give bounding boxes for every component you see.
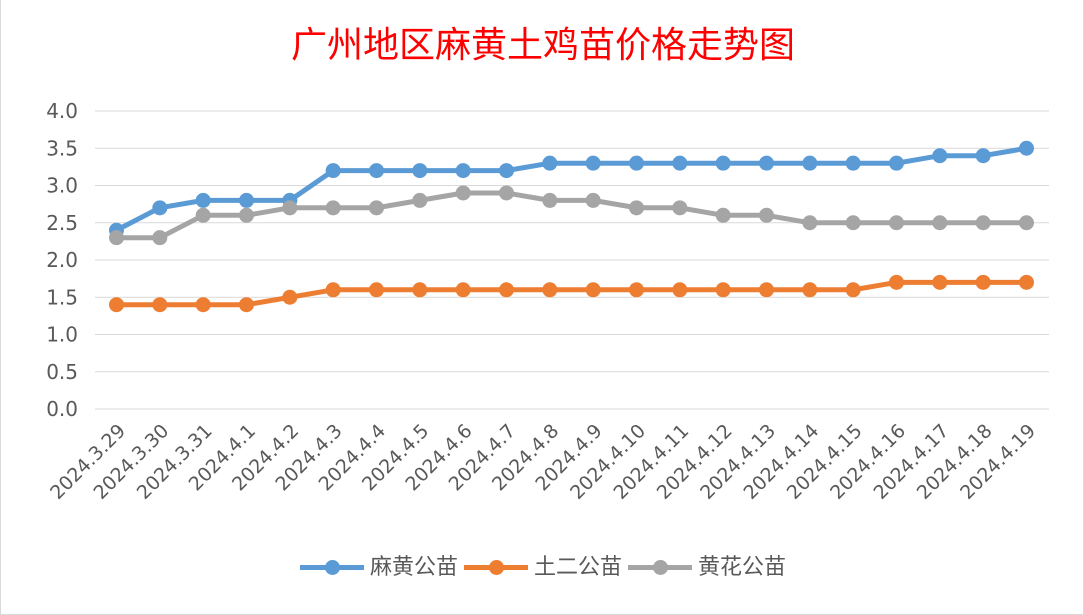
data-point: [585, 155, 601, 171]
legend-label: 土二公苗: [533, 555, 622, 580]
data-point: [629, 155, 644, 171]
data-point: [889, 155, 904, 171]
data-point: [845, 155, 861, 171]
data-point: [325, 282, 341, 298]
y-tick-label: 3.5: [46, 136, 78, 160]
data-point: [325, 200, 341, 216]
legend-swatch: [628, 556, 692, 580]
data-point: [715, 207, 731, 223]
y-tick-label: 1.0: [46, 323, 78, 347]
data-point: [369, 200, 384, 216]
data-point: [932, 274, 948, 290]
data-point: [845, 215, 861, 231]
data-point: [1019, 274, 1034, 290]
data-point: [672, 155, 688, 171]
series-line: [114, 190, 1029, 241]
legend-item: 麻黄公苗: [299, 554, 458, 582]
data-point: [542, 155, 558, 171]
data-point: [975, 274, 991, 290]
data-point: [759, 282, 774, 298]
data-point: [195, 297, 211, 313]
legend-marker: [488, 560, 504, 575]
y-tick-label: 0.5: [46, 360, 78, 384]
data-point: [1019, 140, 1034, 156]
data-point: [239, 297, 254, 313]
data-point: [455, 282, 471, 298]
data-point: [932, 215, 948, 231]
data-point: [889, 215, 904, 231]
legend-swatch: [299, 556, 364, 580]
y-tick-label: 2.0: [46, 248, 78, 272]
data-point: [109, 297, 124, 313]
data-point: [412, 192, 428, 208]
series-1: [109, 140, 1034, 238]
y-tick-label: 3.0: [46, 174, 78, 198]
legend-label: 麻黄公苗: [369, 555, 458, 580]
series-line: [114, 145, 1029, 233]
data-point: [499, 185, 514, 201]
data-point: [932, 148, 948, 164]
data-point: [412, 163, 428, 179]
data-point: [585, 282, 601, 298]
data-point: [369, 163, 384, 179]
data-point: [975, 215, 991, 231]
series-2: [109, 274, 1034, 313]
data-point: [499, 163, 514, 179]
data-point: [195, 207, 211, 223]
data-point: [325, 163, 341, 179]
data-point: [585, 192, 601, 208]
data-point: [802, 215, 818, 231]
legend-label: 黄花公苗: [698, 555, 787, 580]
data-point: [455, 163, 471, 179]
gridlines: [95, 110, 1049, 410]
legend-marker: [653, 560, 668, 575]
data-point: [629, 282, 644, 298]
data-point: [239, 192, 254, 208]
data-point: [412, 282, 428, 298]
legend-marker: [324, 560, 340, 575]
data-point: [889, 274, 904, 290]
data-point: [715, 155, 731, 171]
data-point: [195, 192, 211, 208]
data-point: [455, 185, 471, 201]
legend-swatch: [463, 556, 528, 580]
y-tick-label: 1.5: [46, 285, 78, 309]
data-point: [672, 200, 688, 216]
data-point: [152, 230, 168, 246]
data-point: [499, 282, 514, 298]
data-point: [152, 297, 168, 313]
series-line: [114, 279, 1029, 308]
data-point: [845, 282, 861, 298]
chart-title: 广州地区麻黄土鸡苗价格走势图: [290, 25, 795, 66]
data-point: [975, 148, 991, 164]
y-tick-label: 0.0: [46, 397, 78, 421]
data-point: [802, 282, 818, 298]
data-point: [542, 192, 558, 208]
data-point: [369, 282, 384, 298]
data-point: [542, 282, 558, 298]
y-tick-label: 2.5: [46, 211, 78, 235]
data-point: [1019, 215, 1034, 231]
data-point: [759, 207, 774, 223]
data-point: [282, 200, 298, 216]
data-point: [759, 155, 774, 171]
legend: 麻黄公苗 土二公苗 黄花公苗: [1, 552, 1084, 584]
data-point: [629, 200, 644, 216]
data-point: [802, 155, 818, 171]
data-point: [672, 282, 688, 298]
data-point: [109, 230, 124, 246]
legend-item: 黄花公苗: [628, 554, 786, 582]
data-point: [239, 207, 254, 223]
data-point: [715, 282, 731, 298]
data-point: [152, 200, 168, 216]
legend-item: 土二公苗: [463, 554, 622, 582]
series-3: [109, 185, 1034, 246]
y-tick-label: 4.0: [46, 99, 78, 123]
data-point: [282, 289, 298, 305]
